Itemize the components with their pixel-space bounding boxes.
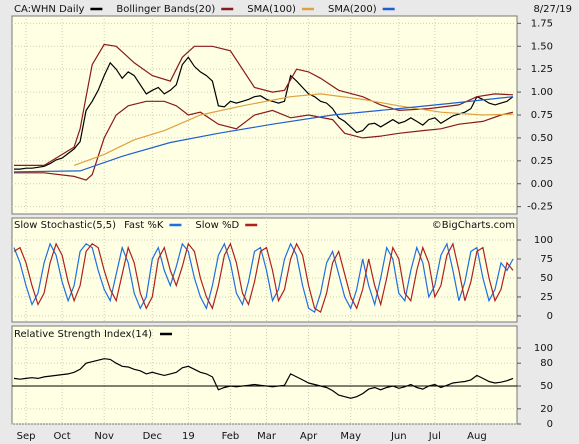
panel <box>11 325 518 425</box>
panel-title: Relative Strength Index(14) <box>14 329 152 340</box>
series-line <box>14 56 514 170</box>
x-tick-label: Mar <box>257 431 277 442</box>
legend-label: Bollinger Bands(20) <box>116 4 215 15</box>
x-tick-label: Sep <box>17 431 36 442</box>
legend-label: Fast %K <box>124 220 164 231</box>
y-tick-label: 1.75 <box>531 18 553 29</box>
y-tick-label: 0 <box>547 311 553 322</box>
x-tick-label: May <box>340 431 361 442</box>
x-tick-label: 19 <box>182 431 195 442</box>
x-tick-label: Jun <box>390 431 407 442</box>
y-tick-label: 100 <box>534 235 553 246</box>
series-line <box>13 242 514 314</box>
series-line <box>14 43 514 166</box>
series-line <box>13 358 514 399</box>
y-tick-label: 0 <box>547 419 553 430</box>
y-tick-label: 1.50 <box>531 41 553 52</box>
series-line <box>14 100 514 181</box>
panel-title: Slow Stochastic(5,5) <box>14 220 116 231</box>
y-tick-label: 75 <box>540 254 553 265</box>
y-tick-label: -0.25 <box>527 202 553 213</box>
x-tick-label: Apr <box>300 431 318 442</box>
series-line <box>13 96 514 173</box>
y-tick-label: 80 <box>540 358 553 369</box>
legend-label: CA:WHN Daily <box>14 4 84 15</box>
y-tick-label: 100 <box>534 343 553 354</box>
x-tick-label: Jul <box>428 431 441 442</box>
x-tick-label: Oct <box>53 431 70 442</box>
y-tick-label: 25 <box>540 292 553 303</box>
y-tick-label: 50 <box>540 273 553 284</box>
x-tick-label: Feb <box>222 431 240 442</box>
y-tick-label: 0.25 <box>531 156 553 167</box>
legend-label: Slow %D <box>195 220 239 231</box>
x-tick-label: Dec <box>143 431 162 442</box>
legend-label: SMA(200) <box>328 4 377 15</box>
y-tick-label: 50 <box>540 381 553 392</box>
x-tick-label: Nov <box>94 431 114 442</box>
y-tick-label: 20 <box>540 404 553 415</box>
watermark: ©BigCharts.com <box>432 220 515 231</box>
y-tick-label: 1.25 <box>531 64 553 75</box>
x-tick-label: Aug <box>467 431 487 442</box>
panel <box>11 217 518 323</box>
chart-date: 8/27/19 <box>533 4 572 15</box>
series-line <box>73 93 514 166</box>
y-tick-label: 1.00 <box>531 87 553 98</box>
series-line <box>13 242 514 314</box>
y-tick-label: 0.50 <box>531 133 553 144</box>
y-tick-label: 0.00 <box>531 179 553 190</box>
legend-label: SMA(100) <box>247 4 296 15</box>
y-tick-label: 0.75 <box>531 110 553 121</box>
